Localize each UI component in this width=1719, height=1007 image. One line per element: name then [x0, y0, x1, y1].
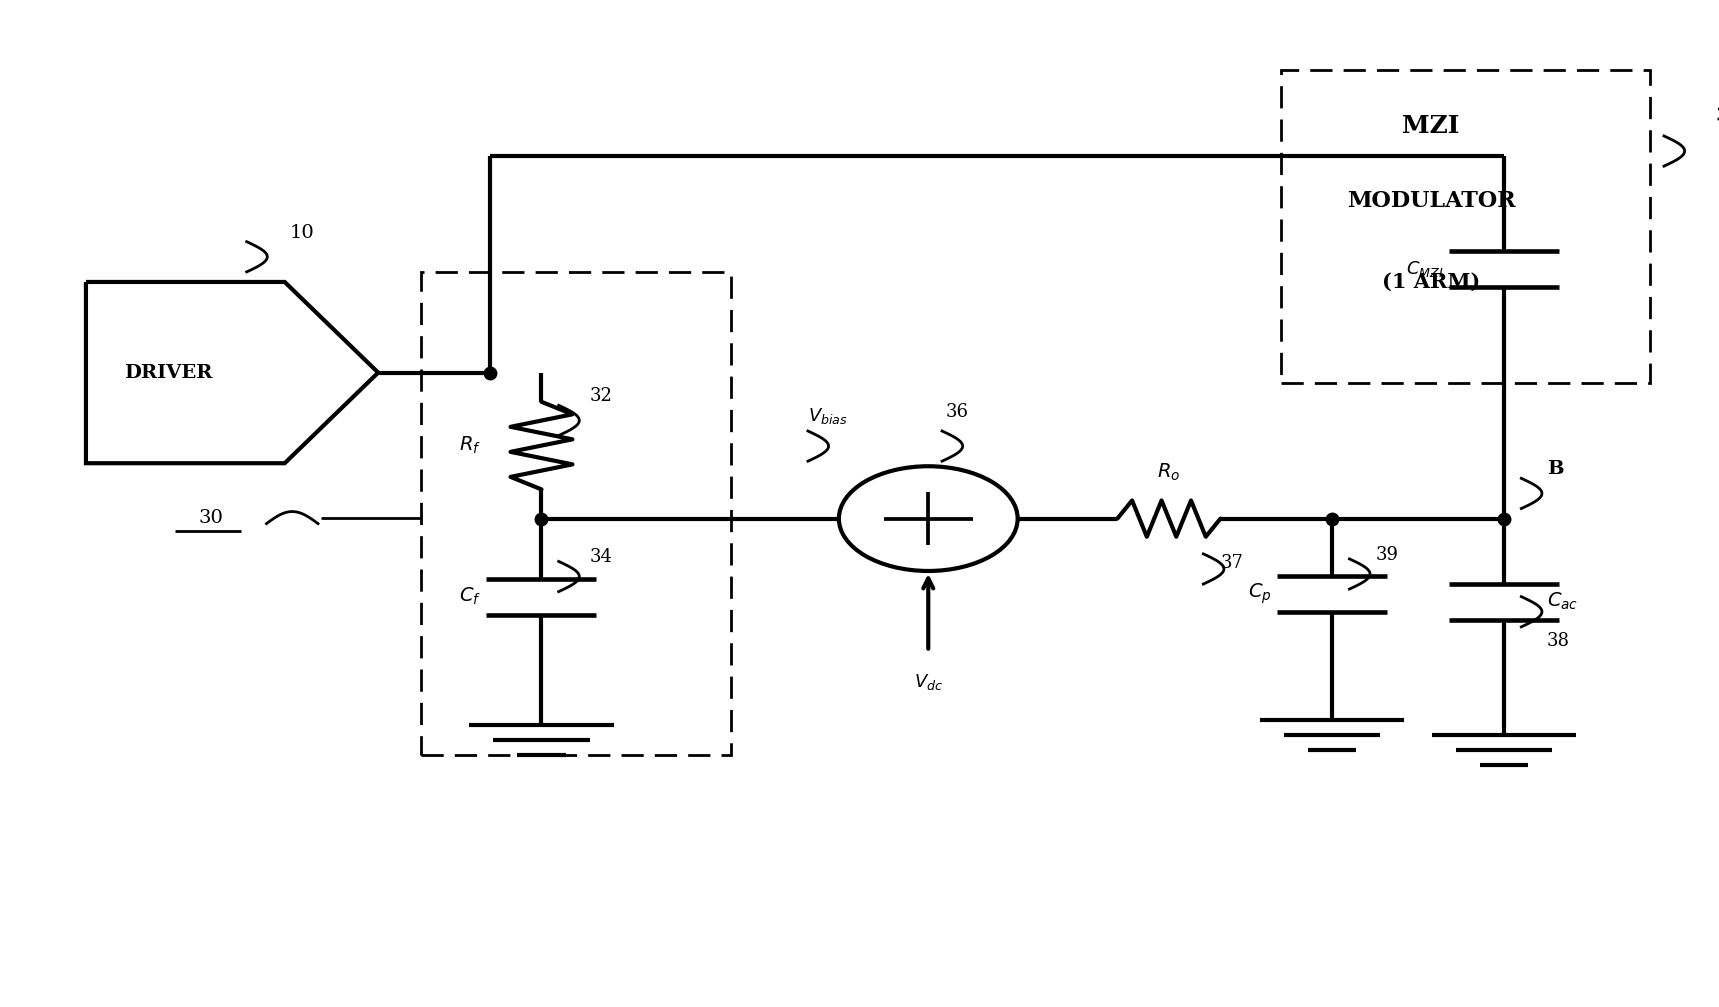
Text: 39: 39	[1375, 546, 1398, 564]
Text: MODULATOR: MODULATOR	[1346, 190, 1516, 212]
Bar	[1281, 70, 1650, 383]
Text: 3: 3	[1716, 107, 1719, 125]
Text: $R_f$: $R_f$	[459, 435, 481, 456]
Text: 34: 34	[590, 549, 612, 566]
Text: 10: 10	[291, 224, 315, 242]
Text: $C_{ac}$: $C_{ac}$	[1547, 591, 1578, 612]
Text: $C_f$: $C_f$	[459, 586, 481, 607]
Text: $R_o$: $R_o$	[1157, 462, 1181, 483]
Text: $C_{MZI}$: $C_{MZI}$	[1406, 260, 1444, 279]
Text: MZI: MZI	[1403, 114, 1459, 138]
Bar	[421, 272, 731, 755]
Text: DRIVER: DRIVER	[124, 364, 211, 382]
Text: $C_p$: $C_p$	[1248, 582, 1272, 606]
Text: 38: 38	[1547, 632, 1569, 650]
Text: 30: 30	[199, 509, 223, 527]
Text: 37: 37	[1220, 554, 1243, 572]
Text: $V_{dc}$: $V_{dc}$	[915, 672, 942, 692]
Text: $V_{bias}$: $V_{bias}$	[808, 406, 847, 426]
Text: 36: 36	[945, 403, 968, 421]
Text: (1 ARM): (1 ARM)	[1382, 272, 1480, 292]
Text: 32: 32	[590, 388, 612, 405]
Text: B: B	[1547, 460, 1564, 478]
